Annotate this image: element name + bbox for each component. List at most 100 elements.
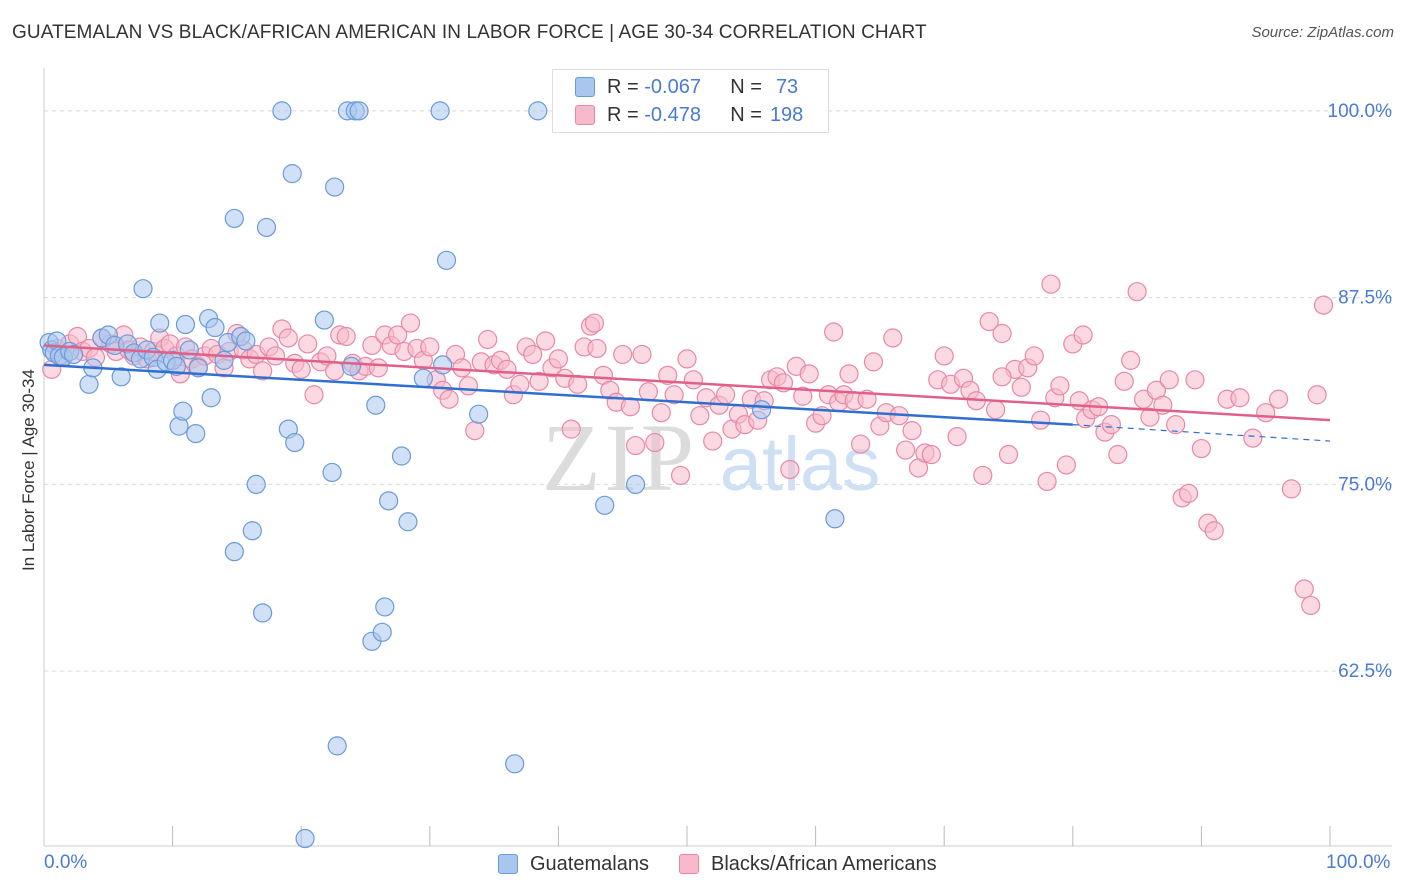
data-point-blacks [632, 344, 652, 365]
data-point-blacks [715, 385, 736, 405]
data-point-blacks [388, 325, 408, 345]
data-point-blacks [1056, 455, 1076, 475]
data-point-guatemalans [751, 400, 772, 420]
data-point-blacks [1178, 483, 1199, 503]
data-point-blacks [613, 344, 633, 365]
r-value: -0.067 [644, 75, 701, 98]
data-point-blacks [1313, 295, 1334, 315]
data-point-blacks [799, 364, 819, 384]
data-point-blacks [1037, 471, 1057, 492]
data-point-guatemalans [379, 491, 399, 511]
data-point-blacks [1230, 388, 1250, 408]
legend-label: Blacks/African Americans [711, 852, 937, 875]
r-value: -0.478 [644, 103, 701, 126]
data-point-guatemalans [214, 350, 234, 370]
data-point-guatemalans [186, 424, 206, 444]
data-point-blacks [548, 349, 569, 369]
data-point-blacks [298, 334, 318, 354]
data-point-blacks [1159, 370, 1179, 390]
data-point-blacks [420, 337, 440, 357]
data-point-guatemalans [133, 279, 153, 299]
data-point-blacks [1307, 385, 1327, 405]
data-point-blacks [336, 326, 356, 347]
data-point-guatemalans [179, 340, 199, 360]
data-point-guatemalans [366, 395, 386, 415]
data-point-guatemalans [201, 388, 221, 408]
data-point-blacks [1166, 415, 1186, 435]
data-point-guatemalans [205, 317, 225, 338]
data-point-blacks [291, 359, 311, 379]
data-point-blacks [368, 358, 388, 378]
data-point-blacks [645, 432, 665, 453]
data-point-guatemalans [322, 462, 342, 483]
data-point-guatemalans [433, 355, 453, 375]
y-axis-label: In Labor Force | Age 30-34 [19, 369, 38, 571]
data-point-blacks [253, 361, 273, 381]
watermark-atlas: atlas [720, 422, 881, 507]
data-point-blacks [439, 389, 459, 409]
data-point-blacks [1101, 415, 1121, 435]
n-value: 198 [769, 103, 804, 126]
data-point-guatemalans [175, 314, 196, 335]
watermark-zip: ZIP [542, 404, 698, 511]
data-point-guatemalans [413, 368, 433, 388]
x-max-label: 100.0% [1326, 852, 1391, 873]
y-tick-label: 62.5% [1338, 661, 1392, 682]
data-point-guatemalans [327, 736, 347, 756]
data-point-blacks [1041, 274, 1061, 294]
data-point-blacks [1243, 428, 1263, 448]
data-point-blacks [1281, 479, 1302, 499]
data-point-guatemalans [166, 356, 187, 376]
data-point-guatemalans [391, 446, 412, 466]
data-point-guatemalans [375, 597, 395, 617]
data-point-blacks [703, 431, 723, 451]
data-point-blacks [452, 358, 472, 378]
n-label: N = [730, 103, 762, 126]
r-label: R = [607, 75, 639, 98]
data-point-blacks [1140, 407, 1160, 427]
data-point-blacks [1301, 595, 1321, 616]
n-label: N = [730, 75, 762, 98]
data-point-guatemalans [79, 374, 99, 394]
legend-item-blacks[interactable]: Blacks/African Americans [679, 851, 937, 877]
data-point-guatemalans [111, 367, 131, 387]
data-point-blacks [1024, 346, 1044, 366]
y-tick-label: 75.0% [1338, 474, 1392, 495]
data-point-blacks [510, 374, 530, 394]
data-point-guatemalans [295, 828, 315, 849]
data-point-blacks [902, 421, 922, 441]
trend-lines [43, 344, 1331, 442]
data-point-guatemalans [469, 404, 489, 424]
data-point-guatemalans [372, 622, 392, 642]
data-point-blacks [677, 349, 697, 369]
data-point-guatemalans [341, 356, 361, 376]
data-point-blacks [947, 426, 967, 447]
x-min-label: 0.0% [44, 852, 88, 873]
data-point-blacks [921, 444, 941, 465]
r-label: R = [607, 103, 639, 126]
data-point-blacks [529, 371, 549, 391]
data-point-blacks [638, 382, 659, 402]
data-point-blacks [278, 328, 298, 348]
data-point-blacks [824, 322, 844, 342]
axes [43, 68, 1392, 847]
data-point-blacks [1256, 403, 1276, 423]
data-point-blacks [1127, 282, 1147, 302]
data-point-blacks [979, 311, 999, 332]
data-point-blacks [998, 444, 1019, 465]
data-point-blacks [458, 376, 478, 396]
legend-item-guatemalans[interactable]: Guatemalans [498, 851, 649, 877]
data-point-blacks [1011, 377, 1031, 397]
data-point-blacks [587, 338, 607, 359]
watermark: ZIP atlas [542, 404, 880, 511]
data-point-guatemalans [436, 250, 457, 270]
data-point-guatemalans [398, 512, 418, 532]
data-point-blacks [839, 364, 859, 384]
data-point-blacks [465, 421, 485, 441]
data-point-blacks [992, 323, 1012, 344]
data-point-guatemalans [63, 344, 84, 365]
y-tick-label: 87.5% [1338, 288, 1392, 309]
data-point-blacks [584, 313, 605, 333]
data-point-blacks [478, 329, 498, 350]
stats-row-guatemalans: R = -0.067 N = 73 [575, 74, 798, 100]
